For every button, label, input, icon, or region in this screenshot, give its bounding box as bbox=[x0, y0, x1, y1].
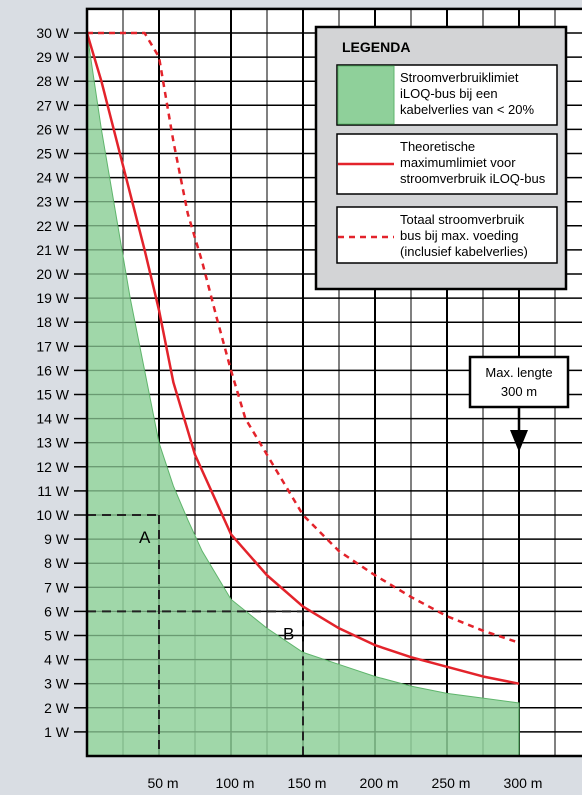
legend-item-text: (inclusief kabelverlies) bbox=[400, 244, 528, 259]
y-tick-label: 14 W bbox=[36, 411, 69, 427]
y-tick-label: 19 W bbox=[36, 290, 69, 306]
legend-title: LEGENDA bbox=[342, 39, 410, 55]
y-tick-label: 2 W bbox=[44, 700, 70, 716]
x-axis-tick-labels: 50 m 100 m 150 m 200 m 250 m 300 m bbox=[147, 775, 542, 791]
y-tick-label: 10 W bbox=[36, 507, 69, 523]
y-tick-label: 18 W bbox=[36, 314, 69, 330]
y-tick-label: 26 W bbox=[36, 121, 69, 137]
legend-item-text: bus bij max. voeding bbox=[400, 228, 519, 243]
x-tick-label: 50 m bbox=[147, 775, 178, 791]
reference-label-a: A bbox=[139, 528, 151, 547]
y-tick-label: 9 W bbox=[44, 531, 70, 547]
reference-lines: AB bbox=[87, 514, 304, 756]
y-tick-label: 11 W bbox=[37, 483, 69, 499]
x-tick-label: 100 m bbox=[216, 775, 255, 791]
legend-item-text: stroomverbruik iLOQ-bus bbox=[400, 171, 546, 186]
plot-border bbox=[85, 7, 582, 758]
y-tick-label: 12 W bbox=[36, 459, 69, 475]
y-axis-tick-labels: 1 W 2 W 3 W 4 W 5 W 6 W 7 W 8 W 9 W 10 W 11 W 12 W 1… bbox=[36, 25, 87, 740]
x-tick-label: 300 m bbox=[504, 775, 543, 791]
legend-item-text: Theoretische bbox=[400, 139, 475, 154]
y-tick-label: 13 W bbox=[36, 435, 69, 451]
legend-item-text: kabelverlies van < 20% bbox=[400, 102, 534, 117]
line-series-layer bbox=[85, 31, 520, 685]
y-tick-label: 5 W bbox=[44, 628, 70, 644]
y-tick-label: 30 W bbox=[36, 25, 69, 41]
y-tick-label: 20 W bbox=[36, 266, 69, 282]
legend-item-text: Totaal stroomverbruik bbox=[400, 212, 525, 227]
x-tick-label: 250 m bbox=[432, 775, 471, 791]
x-tick-label: 200 m bbox=[360, 775, 399, 791]
y-tick-label: 17 W bbox=[36, 338, 69, 354]
legend-item-text: Stroomverbruiklimiet bbox=[400, 70, 519, 85]
legend-swatch-area bbox=[337, 65, 395, 125]
plot-frame bbox=[85, 7, 582, 758]
series-line-total-consumption bbox=[87, 31, 520, 644]
y-tick-label: 8 W bbox=[44, 555, 70, 571]
y-tick-label: 24 W bbox=[36, 170, 69, 186]
y-tick-label: 6 W bbox=[44, 603, 70, 619]
series-line-theoretical-max bbox=[85, 32, 520, 685]
max-length-annotation: Max. lengte 300 m bbox=[468, 355, 570, 452]
legend-item-text: iLOQ-bus bij een bbox=[400, 86, 498, 101]
y-tick-label: 1 W bbox=[44, 724, 70, 740]
y-tick-label: 3 W bbox=[44, 676, 70, 692]
down-arrow-icon bbox=[510, 430, 528, 452]
reference-label-b: B bbox=[283, 624, 294, 643]
y-tick-label: 23 W bbox=[36, 194, 69, 210]
y-tick-label: 27 W bbox=[36, 97, 69, 113]
y-tick-label: 16 W bbox=[36, 362, 69, 378]
legend-item-box-3 bbox=[336, 206, 558, 264]
y-tick-label: 22 W bbox=[36, 218, 69, 234]
y-tick-label: 15 W bbox=[36, 387, 69, 403]
y-tick-label: 28 W bbox=[36, 73, 69, 89]
annotation-text: Max. lengte bbox=[485, 365, 552, 380]
annotation-text: 300 m bbox=[501, 384, 537, 399]
y-tick-label: 7 W bbox=[44, 579, 70, 595]
y-tick-label: 21 W bbox=[36, 242, 69, 258]
y-tick-label: 25 W bbox=[36, 146, 69, 162]
legend-item-text: maximumlimiet voor bbox=[400, 155, 516, 170]
y-tick-label: 4 W bbox=[44, 652, 70, 668]
y-tick-label: 29 W bbox=[36, 49, 69, 65]
x-tick-label: 150 m bbox=[288, 775, 327, 791]
series-area-limit bbox=[86, 32, 520, 757]
